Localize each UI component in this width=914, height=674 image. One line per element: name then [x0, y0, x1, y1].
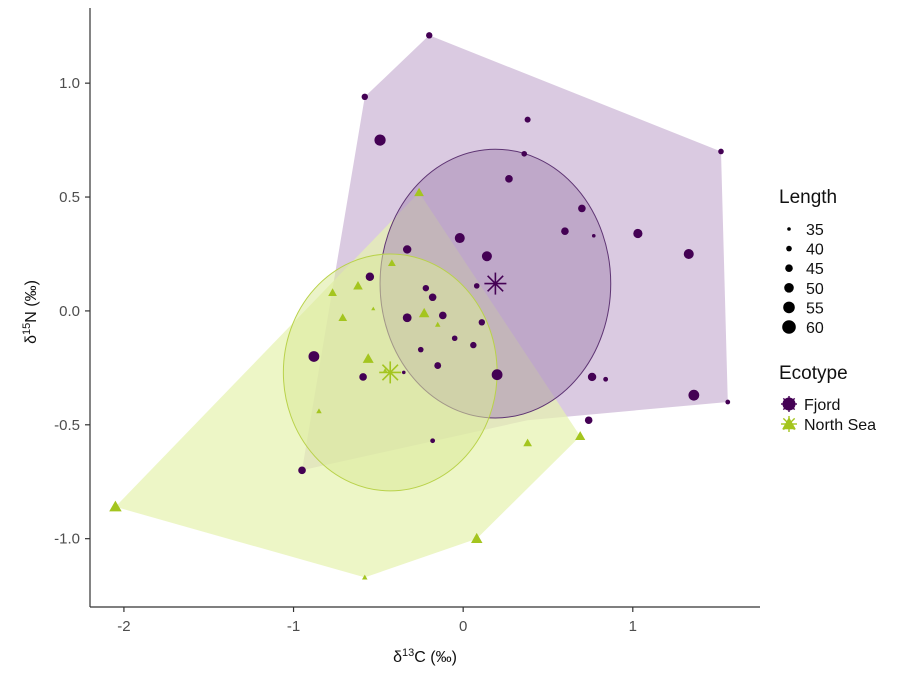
fjord-point	[718, 149, 724, 155]
fjord-point	[298, 467, 306, 475]
ecotype-legend-asterisk	[781, 416, 797, 432]
ecotype-legend: Fjord North Sea	[781, 396, 876, 434]
fjord-point	[426, 32, 432, 38]
fjord-point	[505, 175, 513, 183]
x-tick-label: -1	[287, 618, 300, 635]
size-legend-key	[783, 302, 795, 314]
fjord-point	[492, 369, 503, 380]
size-legend-label: 45	[806, 261, 824, 278]
fjord-point	[521, 151, 527, 157]
fjord-point	[474, 283, 480, 289]
y-tick-label: -1.0	[54, 531, 80, 548]
fjord-point	[470, 342, 476, 348]
fjord-point	[479, 319, 485, 325]
fjord-point	[403, 313, 412, 322]
fjord-centroid	[484, 273, 506, 295]
y-tick-label: 0.5	[59, 189, 80, 206]
size-legend-key	[786, 246, 792, 252]
fjord-point	[603, 377, 608, 382]
size-legend-key	[784, 283, 794, 293]
size-legend-title: Length	[779, 187, 837, 208]
fjord-point	[402, 371, 406, 375]
fjord-point	[403, 245, 411, 253]
fjord-point	[430, 438, 435, 443]
fjord-point	[362, 94, 368, 100]
size-legend-label: 60	[806, 320, 824, 337]
size-legend-key	[782, 320, 796, 334]
size-legend-label: 35	[806, 222, 824, 239]
y-axis-title: δ15N (‰)	[21, 280, 40, 344]
fjord-point	[725, 400, 730, 405]
north-sea-centroid	[379, 361, 401, 383]
size-legend-label: 50	[806, 281, 824, 298]
y-tick-label: -0.5	[54, 417, 80, 434]
ecotype-legend-title: Ecotype	[779, 363, 848, 384]
x-ticks: -2 -1 0 1	[117, 607, 637, 635]
x-tick-label: -2	[117, 618, 130, 635]
fjord-point	[688, 390, 699, 401]
fjord-point	[482, 251, 492, 261]
fjord-point	[452, 335, 458, 341]
fjord-point	[525, 117, 531, 123]
ecotype-legend-asterisk	[781, 396, 797, 412]
fjord-point	[455, 233, 465, 243]
ecotype-legend-label: North Sea	[804, 417, 876, 434]
x-tick-label: 1	[629, 618, 637, 635]
size-legend-label: 40	[806, 242, 824, 259]
fjord-point	[366, 273, 374, 281]
fjord-point	[592, 234, 596, 238]
fjord-point	[439, 312, 447, 320]
legend: Length 35 40 45 50 55 60 Ecotype Fjord North S…	[779, 187, 876, 434]
x-tick-label: 0	[459, 618, 467, 635]
y-tick-label: 0.0	[59, 303, 80, 320]
y-tick-label: 1.0	[59, 75, 80, 92]
fjord-point	[585, 416, 593, 424]
ecotype-legend-label: Fjord	[804, 397, 840, 414]
size-legend-label: 55	[806, 300, 824, 317]
fjord-point	[418, 347, 424, 353]
fjord-point	[374, 134, 385, 145]
size-legend-key	[787, 227, 791, 231]
size-legend-key	[785, 264, 793, 272]
fjord-point	[434, 362, 441, 369]
size-legend: 35 40 45 50 55 60	[782, 222, 824, 337]
y-ticks: -1.0 -0.5 0.0 0.5 1.0	[54, 75, 90, 548]
fjord-point	[561, 227, 569, 235]
fjord-point	[578, 205, 586, 213]
fjord-point	[588, 373, 596, 381]
fjord-point	[308, 351, 319, 362]
fjord-point	[684, 249, 694, 259]
fjord-point	[359, 373, 367, 381]
fjord-point	[429, 293, 437, 301]
x-axis-title: δ13C (‰)	[393, 647, 457, 666]
fjord-point	[633, 229, 642, 238]
fjord-point	[423, 285, 429, 291]
